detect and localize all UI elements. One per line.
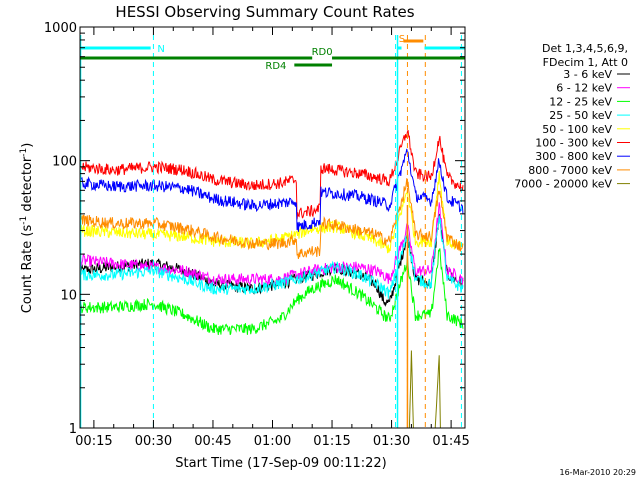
series-line-5 xyxy=(79,130,464,220)
annotations: N S RD0 RD4 xyxy=(80,34,465,428)
series-line-4 xyxy=(79,170,464,254)
legend-label-8: 7000 - 20000 keV xyxy=(514,178,612,191)
series-lines xyxy=(79,130,464,429)
x-tick-label-1: 00:30 xyxy=(135,434,172,449)
legend-label-1: 6 - 12 keV xyxy=(556,82,612,95)
y-tick-label-0: 1 xyxy=(69,422,77,437)
x-tick-label-4: 01:15 xyxy=(313,434,350,449)
rd4-label: RD4 xyxy=(265,61,286,72)
saa-right-label-0: S xyxy=(399,34,405,45)
x-tick-label-5: 01:30 xyxy=(373,434,410,449)
legend-label-4: 50 - 100 keV xyxy=(542,123,612,136)
x-axis-label: Start Time (17-Sep-09 00:11:22) xyxy=(175,456,386,471)
legend-label-7: 800 - 7000 keV xyxy=(528,164,612,177)
series-line-7 xyxy=(79,178,464,259)
series-line-2 xyxy=(79,248,464,336)
y-axis-label-mid: detector xyxy=(20,156,35,216)
saa-label-0: N xyxy=(157,44,164,55)
rd0-label: RD0 xyxy=(312,47,333,58)
legend-label-6: 300 - 800 keV xyxy=(535,150,612,163)
x-tick-label-3: 01:00 xyxy=(254,434,291,449)
legend-label-0: 3 - 6 keV xyxy=(563,68,612,81)
series-line-3 xyxy=(79,215,464,299)
x-tick-label-0: 00:15 xyxy=(75,434,112,449)
series-line-1 xyxy=(79,202,464,287)
footer-timestamp: 16-Mar-2010 20:29 xyxy=(560,468,637,477)
series-line-6 xyxy=(79,148,464,232)
y-tick-label-1: 10 xyxy=(60,288,77,303)
chart-title: HESSI Observing Summary Count Rates xyxy=(115,3,414,21)
x-tick-label-6: 01:45 xyxy=(432,434,469,449)
legend-label-5: 100 - 300 keV xyxy=(535,137,612,150)
y-axis-label: Count Rate (s-1 detector-1) xyxy=(19,143,35,314)
legend-label-2: 12 - 25 keV xyxy=(549,95,612,108)
legend: Det 1,3,4,5,6,9, FDecim 1, Att 0 xyxy=(542,42,628,69)
legend-label-3: 25 - 50 keV xyxy=(549,109,612,122)
legend-header-line-1: Det 1,3,4,5,6,9, xyxy=(542,42,628,55)
y-tick-label-3: 1000 xyxy=(44,21,77,36)
y-axis-label-sup: -1 xyxy=(19,216,29,225)
y-tick-label-2: 100 xyxy=(52,155,77,170)
y-axis-label-end: ) xyxy=(20,143,35,148)
y-axis-label-sup2: -1 xyxy=(19,148,29,157)
x-tick-label-2: 00:45 xyxy=(194,434,231,449)
y-axis-label-main: Count Rate (s xyxy=(20,225,35,314)
x-axis-ticks: 00:15 00:30 00:45 01:00 01:15 01:30 01:45 xyxy=(75,27,470,449)
legend-header-line-2: FDecim 1, Att 0 xyxy=(543,56,628,69)
y-axis-ticks: 1 10 100 1000 xyxy=(44,21,465,437)
